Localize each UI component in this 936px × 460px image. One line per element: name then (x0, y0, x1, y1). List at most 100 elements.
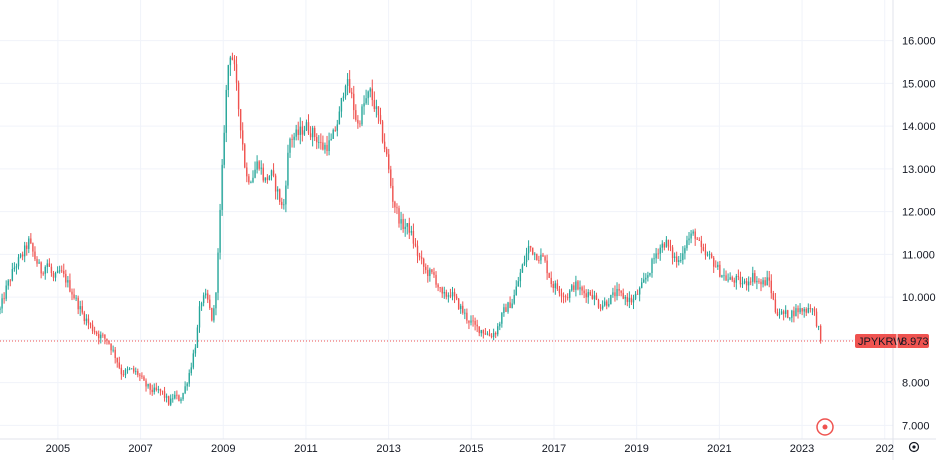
candle-body (470, 320, 472, 323)
candle-body (464, 312, 466, 314)
candle-body (752, 273, 754, 282)
x-tick-label: 2011 (294, 443, 318, 455)
candle-body (527, 246, 530, 254)
candle-body (521, 264, 524, 273)
candle-body (575, 281, 577, 290)
candle-body (733, 280, 735, 283)
candle-body (194, 347, 197, 354)
candle-body (433, 272, 435, 275)
candle-body (723, 275, 725, 277)
candle-body (544, 256, 546, 261)
candle-body (573, 285, 575, 290)
candle-body (673, 256, 676, 259)
candle-body (250, 182, 252, 184)
candle-body (494, 332, 497, 335)
candle-body (116, 357, 118, 363)
candle-body (291, 138, 293, 140)
candle-body (122, 374, 125, 376)
x-tick-label: 2019 (624, 443, 648, 455)
candle-body (653, 258, 655, 260)
candle-body (770, 280, 772, 294)
candle-body (801, 308, 803, 312)
candle-body (472, 320, 474, 322)
candle-body (643, 279, 645, 283)
candle-body (774, 299, 777, 313)
candle-body (741, 283, 744, 285)
candle-body (447, 295, 450, 297)
candle-body (344, 85, 347, 97)
candle-body (595, 295, 598, 300)
x-tick-label: 2013 (376, 443, 400, 455)
x-axis[interactable]: 2005 2007 2009 2011 2013 2015 2017 2019 2021 2023… (46, 443, 894, 455)
candle-body (139, 374, 141, 376)
candle-body (610, 294, 612, 305)
candle-body (577, 281, 579, 290)
x-tick-label: 2009 (211, 443, 235, 455)
candle-body (7, 280, 9, 286)
candle-body (217, 252, 219, 293)
candle-body (1, 298, 3, 309)
candle-body (624, 296, 626, 299)
candle-body (353, 93, 355, 111)
candle-body (439, 287, 441, 289)
candle-body (706, 254, 709, 256)
candle-body (301, 126, 304, 135)
candle-body (416, 245, 419, 256)
candle-body (172, 398, 174, 400)
candle-body (548, 273, 550, 278)
candle-body (318, 142, 320, 143)
candle-body (420, 257, 423, 259)
candle-body (241, 130, 244, 145)
x-tick-label: 2015 (459, 443, 483, 455)
candle-body (102, 334, 104, 336)
candle-body (9, 280, 11, 282)
candle-body (248, 176, 250, 183)
candle-body (492, 332, 495, 337)
candle-body (418, 255, 421, 258)
candle-body (805, 309, 807, 313)
go-to-realtime-button[interactable] (816, 418, 834, 436)
x-tick-label: 2017 (542, 443, 566, 455)
candle-body (159, 389, 162, 391)
candle-body (601, 305, 604, 309)
candle-body (346, 79, 349, 86)
candle-body (361, 106, 363, 125)
candle-body (532, 247, 534, 255)
candle-body (54, 273, 57, 278)
candle-body (482, 330, 485, 334)
candle-body (367, 91, 369, 99)
settings-gear-icon[interactable] (908, 441, 920, 453)
candle-body (462, 305, 464, 313)
candle-body (260, 167, 262, 169)
candle-body (620, 290, 622, 293)
candle-body (809, 308, 812, 309)
candle-body (789, 317, 791, 319)
candle-body (30, 238, 32, 244)
candle-body (760, 281, 762, 285)
candle-body (717, 264, 719, 268)
candle-body (587, 292, 589, 298)
candle-body (739, 277, 742, 285)
candle-body (398, 208, 400, 224)
candle-body (680, 260, 682, 261)
candle-body (198, 306, 201, 328)
candle-body (597, 299, 600, 308)
candle-body (480, 330, 482, 334)
y-axis[interactable]: 7.0008.0009.00010.00011.00012.00013.0001… (902, 36, 936, 433)
candle-body (246, 167, 248, 177)
candle-body (414, 243, 417, 246)
candle-body (67, 280, 69, 283)
candle-body (558, 288, 561, 294)
candle-body (704, 250, 707, 256)
candle-body (50, 266, 53, 274)
candle-body (797, 308, 799, 313)
candle-body (351, 92, 353, 94)
go-to-realtime-icon-dot[interactable] (822, 424, 828, 430)
candle-body (731, 277, 733, 281)
candle-body (15, 266, 18, 268)
candle-body (616, 288, 618, 297)
candle-body (678, 260, 680, 262)
